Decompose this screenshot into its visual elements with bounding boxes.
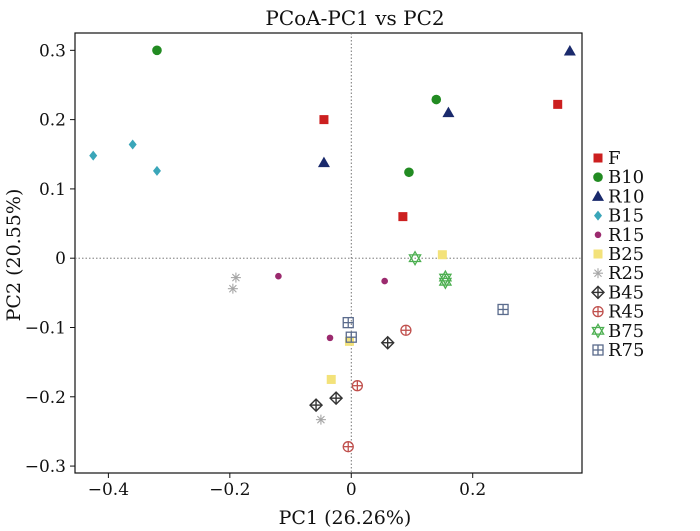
legend-item-r75: R75 <box>592 340 644 361</box>
data-point <box>89 150 98 161</box>
data-point <box>275 272 282 280</box>
legend-marker <box>591 285 605 300</box>
legend-label: R15 <box>608 225 644 246</box>
legend-label: R25 <box>608 263 644 284</box>
data-point <box>342 441 354 453</box>
legend-label: R10 <box>608 186 644 207</box>
legend-label: B10 <box>608 167 644 188</box>
plot-frame <box>74 32 583 474</box>
y-tick-label: 0.3 <box>39 41 66 61</box>
series-r45 <box>342 324 412 453</box>
legend-marker <box>594 231 602 239</box>
x-tick-label: −0.4 <box>88 480 129 500</box>
data-point <box>431 94 442 105</box>
y-tick-label: −0.1 <box>25 318 66 338</box>
data-point <box>230 272 241 283</box>
data-point <box>344 336 354 346</box>
data-point <box>404 167 414 178</box>
legend-item-b75: B75 <box>591 321 644 342</box>
x-tick-label: 0.2 <box>459 480 486 500</box>
series-b10 <box>152 45 442 178</box>
legend-label: F <box>608 148 621 169</box>
x-axis-title: PC1 (26.26%) <box>279 507 412 529</box>
y-axis: −0.3 −0.2 −0.1 0 0.1 0.2 0.3 <box>25 41 75 477</box>
legend-marker <box>593 249 603 259</box>
data-point <box>345 331 357 343</box>
y-axis-title: PC2 (20.55%) <box>3 189 25 322</box>
data-point <box>152 45 162 56</box>
data-point <box>351 380 363 392</box>
series-b25 <box>326 250 447 384</box>
data-point <box>380 335 395 350</box>
data-point <box>342 316 354 329</box>
legend-marker <box>593 153 603 163</box>
y-tick-label: 0 <box>55 249 66 269</box>
legend-marker <box>591 322 605 339</box>
legend-label: B45 <box>608 282 644 303</box>
data-point <box>398 212 408 222</box>
data-point <box>442 106 455 118</box>
x-tick-label: −0.2 <box>209 480 250 500</box>
legend-label: B25 <box>608 244 644 265</box>
legend-item-b25: B25 <box>593 244 644 265</box>
y-tick-label: −0.2 <box>25 388 66 408</box>
y-tick-label: 0.1 <box>39 180 66 200</box>
legend-marker <box>594 210 602 221</box>
series-r25 <box>227 272 326 425</box>
series-r75 <box>342 303 509 343</box>
x-tick-label: 0 <box>346 480 357 500</box>
data-point <box>152 165 161 176</box>
legend-marker <box>592 305 604 318</box>
data-point <box>553 99 563 109</box>
series-r15 <box>275 272 388 342</box>
data-point <box>400 324 412 336</box>
legend-label: R75 <box>608 340 644 361</box>
data-point <box>381 277 388 285</box>
series-r10 <box>317 45 576 168</box>
data-point <box>408 250 422 267</box>
series-f <box>319 99 563 222</box>
legend-item-b45: B45 <box>591 282 644 303</box>
series-b45 <box>309 335 395 413</box>
y-tick-label: −0.3 <box>25 457 66 477</box>
plot-area <box>74 32 583 474</box>
data-point <box>319 115 329 125</box>
series-b75 <box>408 250 453 290</box>
chart-title: PCoA-PC1 vs PC2 <box>265 6 444 30</box>
data-point <box>128 139 137 150</box>
legend-marker <box>593 268 603 279</box>
legend-item-f: F <box>593 148 621 169</box>
data-point <box>317 156 330 168</box>
legend-marker <box>593 172 603 182</box>
data-point <box>563 45 576 56</box>
legend-item-b10: B10 <box>593 167 644 188</box>
legend-label: B75 <box>608 321 644 342</box>
legend-item-r10: R10 <box>592 186 644 207</box>
data-point <box>329 391 344 406</box>
data-point <box>315 414 326 425</box>
y-tick-label: 0.2 <box>39 111 66 131</box>
data-point <box>497 303 509 316</box>
legend-marker <box>592 344 604 356</box>
data-point <box>227 283 238 294</box>
x-axis: −0.4 −0.2 0 0.2 <box>88 473 486 500</box>
data-point <box>326 334 334 342</box>
legend-item-b15: B15 <box>594 206 644 227</box>
legend-label: B15 <box>608 206 644 227</box>
data-point <box>309 398 324 413</box>
legend-marker <box>592 190 604 201</box>
data-point <box>438 273 453 290</box>
data-point <box>437 250 447 260</box>
legend-item-r45: R45 <box>592 302 644 323</box>
data-point <box>326 374 336 384</box>
legend-item-r25: R25 <box>593 263 644 284</box>
legend-item-r15: R15 <box>594 225 644 246</box>
legend-label: R45 <box>608 302 644 323</box>
series-b15 <box>89 139 161 176</box>
